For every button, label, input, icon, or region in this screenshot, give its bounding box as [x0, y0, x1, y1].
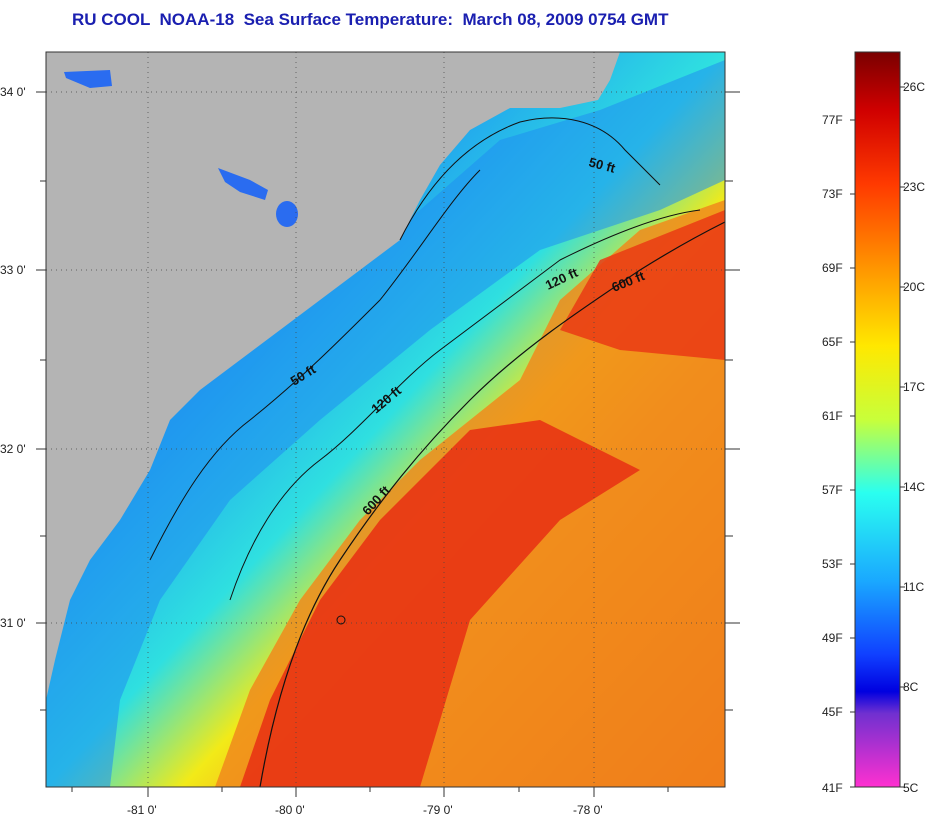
colorbar-fahrenheit-label: 57F — [822, 483, 843, 497]
longitude-label: -79 0' — [423, 803, 453, 817]
map-title: RU COOL NOAA-18 Sea Surface Temperature:… — [72, 10, 669, 29]
colorbar-celsius-label: 26C — [903, 80, 925, 94]
isobath-50ft-line — [399, 117, 661, 241]
longitude-label: -78 0' — [573, 803, 603, 817]
land-mass — [46, 52, 620, 700]
colorbar-celsius-label: 8C — [903, 680, 919, 694]
longitude-label: -81 0' — [127, 803, 157, 817]
latitude-label: 33 0' — [0, 263, 26, 277]
latitude-label: 34 0' — [0, 85, 26, 99]
colorbar-celsius-label: 17C — [903, 380, 925, 394]
colorbar-fahrenheit-label: 73F — [822, 187, 843, 201]
colorbar-celsius-label: 5C — [903, 781, 919, 795]
colorbar-fahrenheit-label: 45F — [822, 705, 843, 719]
temperature-colorbar — [854, 51, 901, 788]
colorbar-fahrenheit-label: 65F — [822, 335, 843, 349]
inland-lake — [64, 70, 112, 88]
axis-ticks — [36, 91, 740, 797]
colorbar-fahrenheit-label: 49F — [822, 631, 843, 645]
buoy-marker — [336, 615, 346, 625]
isobath-label: 50 ft — [587, 154, 617, 176]
gulf-stream-core — [240, 420, 640, 787]
isobath-600ft-line — [259, 221, 725, 787]
inland-lake — [276, 201, 298, 227]
isobath-50ft-line — [149, 169, 481, 561]
map-area: 50 ft 50 ft 120 ft 120 ft 600 ft 600 ft — [46, 52, 725, 787]
colorbar-celsius-label: 23C — [903, 180, 925, 194]
colorbar-fahrenheit-label: 77F — [822, 113, 843, 127]
longitude-label: -80 0' — [275, 803, 305, 817]
colorbar-ticks — [850, 86, 905, 788]
isobath-120ft-line — [229, 209, 701, 601]
colorbar-fahrenheit-label: 69F — [822, 261, 843, 275]
inland-lake — [218, 168, 268, 200]
cool-shelf-water — [46, 60, 725, 787]
colorbar-fahrenheit-label: 61F — [822, 409, 843, 423]
colorbar-fahrenheit-label: 53F — [822, 557, 843, 571]
colorbar-celsius-label: 20C — [903, 280, 925, 294]
map-frame — [45, 51, 726, 788]
latitude-label: 31 0' — [0, 616, 26, 630]
gulf-stream-north — [560, 210, 725, 360]
latitude-label: 32 0' — [0, 442, 26, 456]
graticule — [46, 52, 725, 787]
colorbar-fahrenheit-label: 41F — [822, 781, 843, 795]
colorbar-celsius-label: 11C — [903, 580, 924, 594]
colorbar-celsius-label: 14C — [903, 480, 925, 494]
